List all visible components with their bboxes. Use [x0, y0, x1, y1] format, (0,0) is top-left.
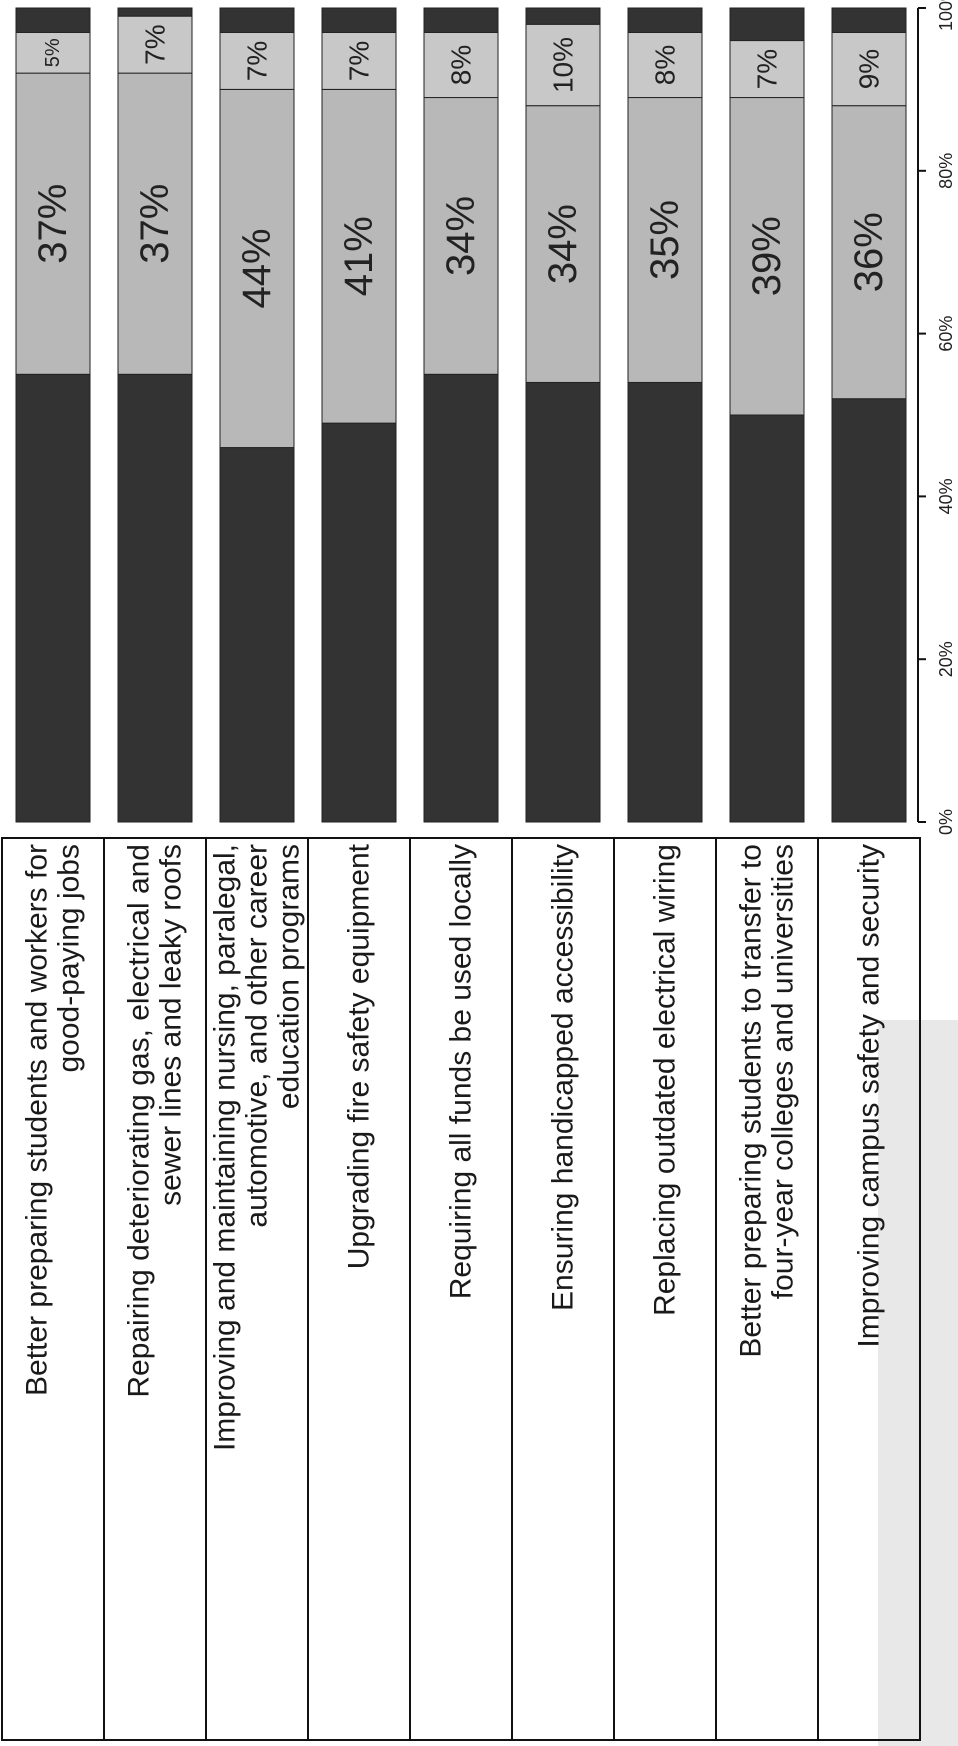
axis-tick-label: 0%: [936, 809, 956, 835]
axis-tick-label: 100%: [936, 0, 956, 31]
data-label: 7%: [344, 41, 375, 81]
bar-segment: [15, 72, 91, 375]
category-label: Requiring all funds be used locally: [445, 844, 478, 1299]
label-cell: [817, 837, 921, 1741]
bar-segment: [219, 447, 295, 823]
bar-segment: [525, 7, 601, 25]
data-label: 7%: [140, 24, 171, 64]
data-label: 8%: [650, 45, 681, 85]
bar-segment: [729, 7, 805, 42]
category-label: good-paying jobs: [53, 844, 86, 1073]
bar-segment: [321, 7, 397, 33]
category-label: sewer lines and leaky roofs: [155, 844, 188, 1206]
axis-tick-label: 40%: [936, 478, 956, 514]
data-label: 37%: [133, 184, 177, 264]
data-label: 41%: [337, 216, 381, 296]
data-label: 37%: [31, 184, 75, 264]
bar-segment: [831, 398, 907, 823]
bar-segment: [423, 373, 499, 823]
bar-segment: [423, 97, 499, 375]
bar-segment: [321, 422, 397, 823]
category-label: four-year colleges and universities: [767, 844, 800, 1299]
bar-segment: [219, 7, 295, 33]
category-label: Improving campus safety and security: [853, 844, 886, 1348]
bar-segment: [831, 7, 907, 33]
bar-segment: [831, 31, 907, 107]
bar-segment: [423, 7, 499, 33]
bar-segment: [117, 15, 193, 74]
data-label: 10%: [548, 37, 579, 93]
category-label: automotive, and other career: [241, 844, 274, 1228]
bar-segment: [525, 381, 601, 823]
bar-segment: [117, 7, 193, 17]
category-label: Repairing deteriorating gas, electrical …: [123, 844, 156, 1398]
data-label: 7%: [752, 49, 783, 89]
data-label: 7%: [242, 41, 273, 81]
data-label: 44%: [235, 228, 279, 308]
category-label: Better preparing students to transfer to: [735, 844, 768, 1358]
category-label: Improving and maintaining nursing, paral…: [209, 844, 242, 1451]
bar-segment: [831, 105, 907, 400]
bar-segment: [219, 31, 295, 90]
category-label: education programs: [273, 844, 306, 1109]
category-label: Upgrading fire safety equipment: [343, 843, 376, 1269]
page-shade: [878, 1020, 958, 1746]
axis-tick-label: 60%: [936, 316, 956, 352]
category-label: Replacing outdated electrical wiring: [649, 844, 682, 1316]
bar-segment: [525, 23, 601, 107]
data-label: 8%: [446, 45, 477, 85]
category-label: Better preparing students and workers fo…: [21, 844, 54, 1396]
bar-segment: [321, 88, 397, 424]
bar-segment: [729, 40, 805, 99]
axis-tick-label: 20%: [936, 641, 956, 677]
axis-tick-label: 80%: [936, 153, 956, 189]
bar-segment: [15, 373, 91, 823]
axis-ticks: 0% 20% 40% 60% 80% 100%: [917, 0, 956, 835]
bars-group: [15, 7, 907, 823]
label-table: [1, 837, 921, 1741]
bar-segment: [321, 31, 397, 90]
data-label: 39%: [745, 216, 789, 296]
data-label: 9%: [854, 49, 885, 89]
category-labels: Better preparing students and workers fo…: [21, 843, 886, 1451]
bar-segment: [729, 414, 805, 823]
value-labels: 37% 5% 37% 7% 44% 7% 41% 7% 34% 8% 34% 10% 35% 8% 39% 7…: [31, 24, 891, 308]
bar-segment: [525, 105, 601, 383]
data-label: 34%: [439, 196, 483, 276]
data-label: 34%: [541, 204, 585, 284]
bar-segment: [117, 373, 193, 823]
bar-segment: [627, 7, 703, 33]
bar-segment: [627, 31, 703, 99]
category-label: Ensuring handicapped accessibility: [547, 844, 580, 1311]
data-label: 36%: [847, 212, 891, 292]
bar-segment: [729, 97, 805, 416]
bar-segment: [15, 7, 91, 33]
bar-segment: [627, 381, 703, 823]
data-label: 35%: [643, 200, 687, 280]
data-label: 5%: [42, 38, 64, 67]
bar-segment: [117, 72, 193, 375]
bar-segment: [219, 88, 295, 449]
bar-segment: [627, 97, 703, 383]
